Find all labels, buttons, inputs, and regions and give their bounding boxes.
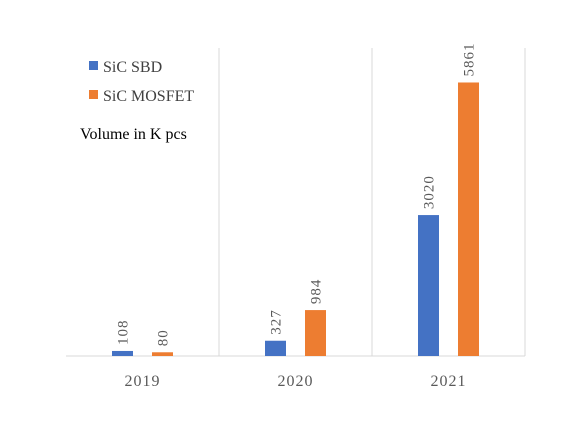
data-label-2020-mosfet: 984 [309,279,325,305]
legend-label-mosfet: SiC MOSFET [103,88,194,105]
volume-annotation: Volume in K pcs [80,126,187,143]
legend-swatch-sbd [89,61,98,70]
x-tick-label-2021: 2021 [431,373,467,390]
legend-label-sbd: SiC SBD [103,59,162,76]
bar-2019-mosfet [152,352,173,356]
bar-2020-mosfet [305,310,326,356]
data-label-2019-mosfet: 80 [156,329,172,346]
data-label-2021-sbd: 3020 [422,175,438,209]
bar-2021-sbd [418,215,439,356]
data-label-2019-sbd: 108 [116,319,132,345]
bar-2019-sbd [112,350,133,356]
bar-2020-sbd [265,340,286,356]
x-tick-label-2019: 2019 [125,373,161,390]
legend-swatch-mosfet [89,90,98,99]
x-tick-label-2020: 2020 [278,373,314,390]
x-tick-labels: 2019 2020 2021 [125,373,467,390]
data-label-2021-mosfet: 5861 [462,42,478,76]
data-labels-layer: 108 80 327 984 3020 5861 [116,42,478,346]
legend: SiC SBD SiC MOSFET [89,59,194,105]
data-label-2020-sbd: 327 [269,309,285,335]
bars-layer [112,82,479,356]
bar-2021-mosfet [458,82,479,356]
